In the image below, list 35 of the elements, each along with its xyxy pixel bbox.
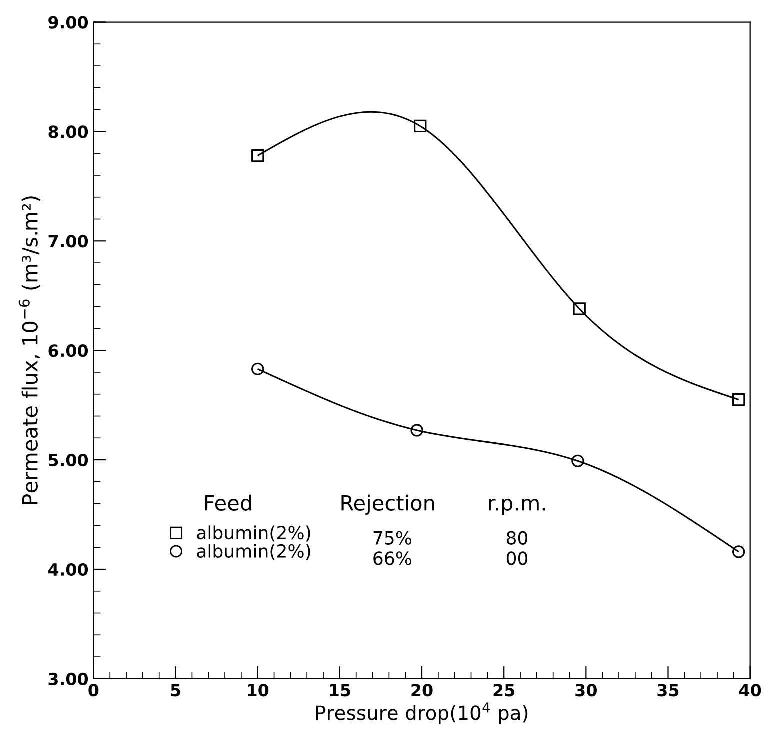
annotation: Rejection <box>342 494 434 515</box>
y-tick-label: 9.00 <box>48 16 88 29</box>
x-tick-label: 5 <box>171 684 180 697</box>
x-axis-title: Pressure drop(10$^{4}$ pa) <box>316 702 528 724</box>
point <box>573 302 586 316</box>
x-tick-label: 35 <box>658 684 679 697</box>
x-tick-label: 15 <box>330 684 350 697</box>
x-tick-label: 40 <box>739 684 762 697</box>
y-tick-label: 5.00 <box>49 454 88 467</box>
legend-label: albumin(2%) <box>197 526 310 542</box>
point <box>732 394 746 406</box>
point <box>252 149 264 162</box>
annotation: 75% <box>374 531 412 545</box>
point <box>410 424 424 437</box>
annotation: 00 <box>506 552 528 566</box>
y-tick-label: 7.00 <box>48 235 88 248</box>
x-tick-label: 30 <box>576 684 597 697</box>
point <box>732 546 746 558</box>
x-tick-label: 20 <box>412 684 433 697</box>
point <box>414 120 427 133</box>
y-tick-label: 4.00 <box>48 563 88 576</box>
x-tick-label: 25 <box>494 684 515 697</box>
y-axis-title: Permeate flux, 10$^{−6}$ (m³/s.m²) <box>18 196 40 504</box>
annotation: 66% <box>374 552 412 566</box>
x-tick-label: 10 <box>248 684 269 697</box>
annotation: 80 <box>506 531 528 545</box>
point <box>252 362 264 376</box>
y-tick-label: 3.00 <box>48 672 88 686</box>
x-tick-label: 0 <box>88 684 99 697</box>
y-tick-label: 8.00 <box>48 126 88 138</box>
y-tick-label: 6.00 <box>48 344 88 358</box>
legend-label: albumin(2%) <box>197 544 310 560</box>
annotation: Feed <box>206 494 252 511</box>
annotation: r.p.m. <box>489 498 546 515</box>
point <box>572 454 584 468</box>
